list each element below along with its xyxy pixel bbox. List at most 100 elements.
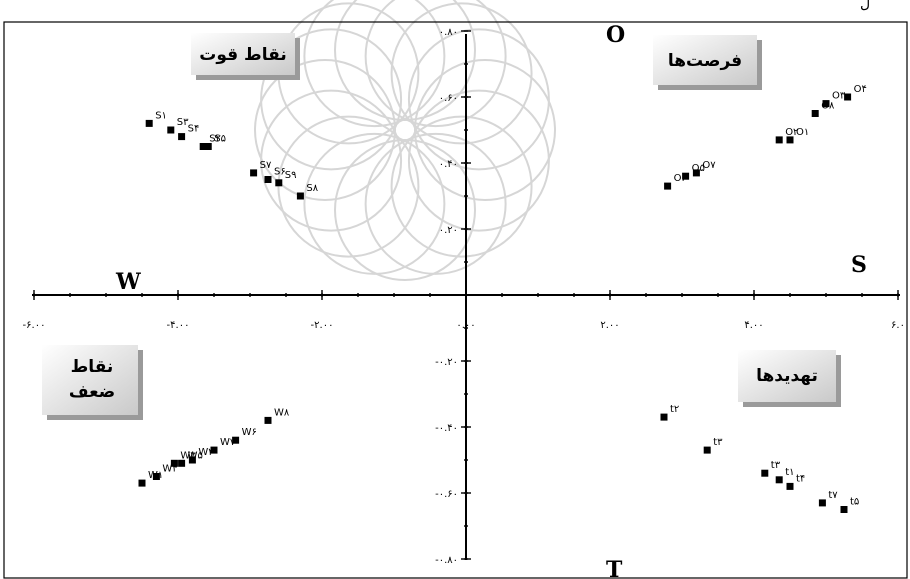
data-point-marker (761, 469, 769, 477)
axis-letter-left: W (115, 269, 141, 295)
data-point-label: W۸ (274, 407, 290, 418)
axis-letter-bottom: T (606, 557, 623, 579)
watermark-petal (254, 59, 396, 201)
top-text-fragment: ل (860, 0, 871, 12)
data-point-label: S۵ (214, 134, 226, 145)
data-point-marker (786, 482, 794, 490)
y-tick-label: ۰.۴۰ (439, 159, 458, 170)
quadrant-text: نقاط (71, 357, 114, 377)
data-point-label: S۴ (188, 124, 200, 135)
watermark-petal (303, 0, 446, 128)
axis-letter-right: S (851, 252, 867, 278)
data-point-label: O۵ (692, 163, 705, 174)
quadrant-text: فرصت‌ها (668, 51, 742, 71)
quadrant-label-strengths: نقاط قوت (191, 33, 300, 80)
data-point-marker (703, 446, 711, 454)
watermark-petal (260, 28, 403, 171)
data-point-label: O۳ (832, 91, 846, 102)
data-point-label: t۲ (670, 404, 679, 415)
data-point-marker (178, 133, 186, 141)
data-point-label: S۹ (285, 170, 297, 181)
watermark-petal (303, 132, 446, 275)
data-point-marker (264, 416, 272, 424)
data-point-label: W۶ (242, 427, 257, 438)
data-point-label: t۱ (785, 467, 794, 478)
data-point-marker (145, 119, 153, 127)
data-point-marker (152, 473, 160, 480)
data-point-label: t۷ (828, 490, 838, 501)
data-point-marker (775, 136, 783, 144)
quadrant-label-threats: تهدیدها (738, 350, 841, 407)
data-point-marker (682, 172, 690, 180)
data-point-label: O۱ (796, 127, 809, 138)
data-point-label: S۲ (209, 134, 221, 145)
quadrant-text: نقاط قوت (199, 45, 286, 65)
data-point-label: O۸ (821, 101, 835, 112)
data-point-marker (786, 136, 794, 144)
data-point-marker (818, 499, 826, 507)
x-tick-label: ۰.۰۰ (456, 320, 475, 331)
y-tick-label: ۰.۶۰ (439, 93, 458, 104)
data-point-marker (840, 506, 848, 513)
data-point-label: t۳ (713, 437, 723, 448)
data-point-label: W۴ (162, 464, 177, 475)
watermark-petal (414, 59, 556, 201)
y-tick-label: -۰.۶۰ (435, 489, 458, 500)
data-point-label: O۷ (702, 160, 716, 171)
data-point-label: W۵ (188, 450, 203, 461)
data-point-label: S۷ (260, 160, 272, 171)
y-tick-label: ۰.۲۰ (439, 225, 458, 236)
data-point-marker (775, 476, 783, 484)
data-point-marker (188, 456, 196, 464)
x-tick-label: ۴.۰۰ (744, 320, 763, 331)
axis-letter-top: O (606, 22, 625, 48)
data-point-marker (664, 182, 672, 190)
data-point-label: W۲ (198, 447, 213, 458)
data-point-label: S۶ (274, 167, 286, 178)
data-point-marker (204, 143, 212, 150)
data-point-marker (296, 192, 304, 200)
x-ticks: -۶.۰۰ -۴.۰۰ -۲.۰۰ ۰.۰۰ ۲.۰۰ ۴.۰۰ ۶.۰ (23, 290, 905, 331)
data-point-marker (264, 176, 272, 183)
data-point-marker (822, 100, 830, 108)
data-point-marker (660, 413, 668, 421)
y-tick-label: -۰.۴۰ (435, 423, 458, 434)
data-point-label: t۵ (850, 497, 859, 508)
data-point-marker (692, 169, 700, 177)
x-tick-label: ۲.۰۰ (600, 320, 619, 331)
watermark-petal (390, 115, 533, 258)
plot-frame (3, 21, 908, 579)
x-tick-label: -۲.۰۰ (311, 320, 334, 331)
y-tick-label: -۰.۲۰ (435, 357, 458, 368)
data-point-marker (811, 110, 819, 117)
data-point-label: t۳ (771, 460, 781, 471)
data-point-marker (167, 126, 175, 134)
quadrant-label-weaknesses: نقاط ضعف (42, 345, 143, 420)
watermark-petal (277, 115, 420, 258)
y-tick-label: -۰.۸۰ (435, 555, 458, 566)
x-tick-label: -۴.۰۰ (167, 320, 190, 331)
quadrant-text: تهدیدها (756, 366, 818, 386)
data-point-label: S۸ (306, 183, 318, 194)
data-point-marker (199, 143, 207, 150)
data-point-marker (138, 479, 146, 487)
data-point-marker (250, 169, 258, 177)
data-point-marker (275, 179, 283, 187)
data-point-marker (844, 93, 852, 101)
watermark-petal (407, 89, 550, 232)
data-point-label: O۶ (674, 173, 687, 184)
data-point-label: S۳ (177, 117, 189, 128)
data-point-label: t۴ (796, 473, 805, 484)
data-point-marker (232, 436, 240, 444)
data-point-label: S۱ (155, 110, 167, 121)
x-tick-label: ۶.۰ (891, 320, 905, 331)
data-point-marker (178, 459, 186, 467)
watermark-petal (364, 0, 507, 128)
data-point-label: W۱ (148, 470, 163, 481)
data-point-marker (170, 459, 178, 467)
y-ticks: ۰.۸۰ ۰.۶۰ ۰.۴۰ ۰.۲۰ -۰.۲۰ -۰.۴۰ -۰.۶۰ -۰.۸۰ (435, 27, 471, 566)
x-tick-label: -۶.۰۰ (23, 320, 46, 331)
data-point-label: O۴ (854, 84, 867, 95)
